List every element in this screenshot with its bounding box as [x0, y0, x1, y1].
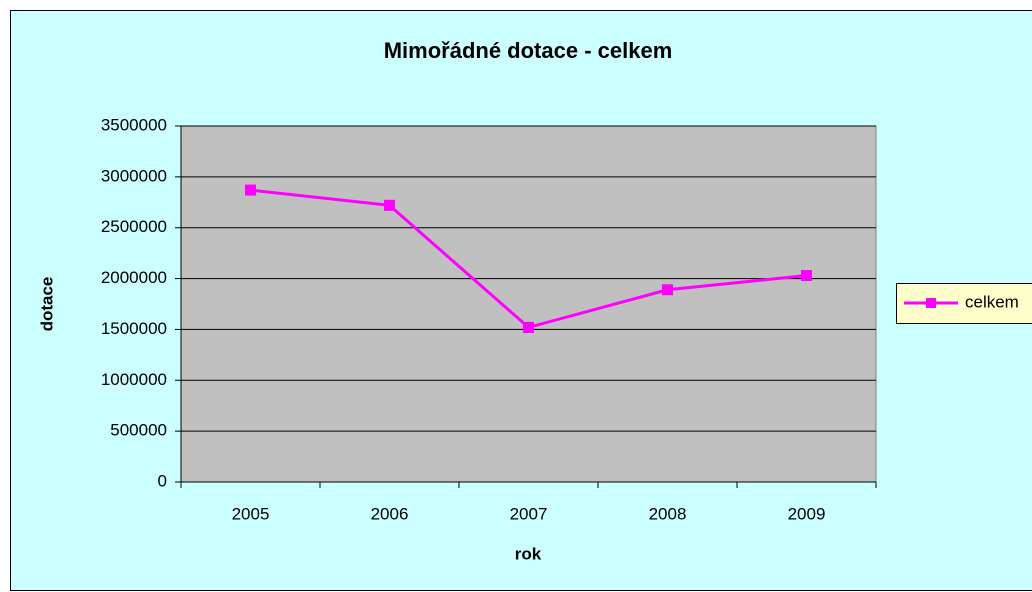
y-tick-label: 0: [158, 471, 167, 490]
legend-box: [896, 283, 1032, 324]
marker: [801, 270, 812, 282]
legend-marker: [926, 298, 936, 308]
x-tick-label: 2009: [788, 504, 826, 523]
y-tick-label: 1500000: [101, 319, 167, 338]
x-axis-title: rok: [515, 544, 542, 563]
x-tick-label: 2005: [232, 504, 270, 523]
legend-label: celkem: [965, 292, 1019, 311]
y-tick-label: 2500000: [101, 217, 167, 236]
y-tick-label: 1000000: [101, 370, 167, 389]
x-tick-label: 2008: [649, 504, 687, 523]
plot-area: [180, 125, 877, 483]
marker: [245, 184, 256, 196]
x-tick-label: 2006: [371, 504, 409, 523]
chart-title: Mimořádné dotace - celkem: [384, 38, 673, 63]
y-tick-label: 3500000: [101, 115, 167, 134]
marker: [662, 284, 673, 296]
y-tick-label: 2000000: [101, 268, 167, 287]
marker: [384, 199, 395, 211]
y-axis-title: dotace: [37, 277, 56, 332]
marker: [523, 321, 534, 333]
x-tick-label: 2007: [510, 504, 548, 523]
y-tick-label: 3000000: [101, 166, 167, 185]
y-tick-label: 500000: [110, 421, 167, 440]
